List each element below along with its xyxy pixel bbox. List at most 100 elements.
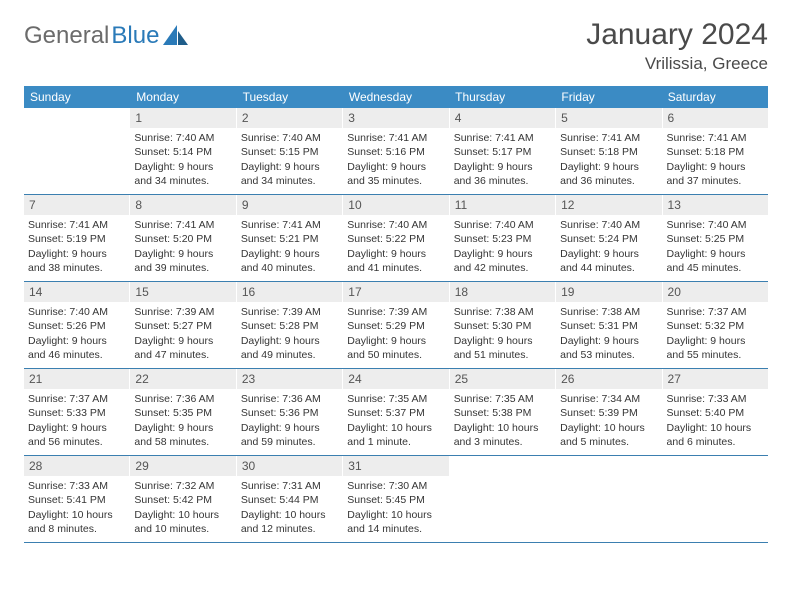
day-number [663, 456, 768, 460]
day-body: Sunrise: 7:40 AMSunset: 5:15 PMDaylight:… [237, 128, 342, 193]
day-body: Sunrise: 7:40 AMSunset: 5:25 PMDaylight:… [663, 215, 768, 280]
day-body: Sunrise: 7:40 AMSunset: 5:24 PMDaylight:… [556, 215, 661, 280]
sunset-text: Sunset: 5:33 PM [28, 406, 125, 420]
sunrise-text: Sunrise: 7:41 AM [134, 218, 231, 232]
day-number: 15 [130, 282, 235, 302]
day-cell: 16Sunrise: 7:39 AMSunset: 5:28 PMDayligh… [237, 282, 343, 368]
day-body: Sunrise: 7:40 AMSunset: 5:14 PMDaylight:… [130, 128, 235, 193]
daylight-text: Daylight: 9 hours and 46 minutes. [28, 334, 125, 362]
day-body: Sunrise: 7:41 AMSunset: 5:17 PMDaylight:… [450, 128, 555, 193]
day-number: 31 [343, 456, 448, 476]
daylight-text: Daylight: 9 hours and 37 minutes. [667, 160, 764, 188]
sunrise-text: Sunrise: 7:41 AM [560, 131, 657, 145]
day-body: Sunrise: 7:39 AMSunset: 5:29 PMDaylight:… [343, 302, 448, 367]
sunset-text: Sunset: 5:17 PM [454, 145, 551, 159]
day-number: 29 [130, 456, 235, 476]
daylight-text: Daylight: 10 hours and 12 minutes. [241, 508, 338, 536]
sunrise-text: Sunrise: 7:33 AM [667, 392, 764, 406]
day-body: Sunrise: 7:41 AMSunset: 5:16 PMDaylight:… [343, 128, 448, 193]
sunrise-text: Sunrise: 7:40 AM [454, 218, 551, 232]
daylight-text: Daylight: 10 hours and 10 minutes. [134, 508, 231, 536]
day-number: 17 [343, 282, 448, 302]
sunrise-text: Sunrise: 7:41 AM [241, 218, 338, 232]
sunrise-text: Sunrise: 7:37 AM [667, 305, 764, 319]
day-cell: 3Sunrise: 7:41 AMSunset: 5:16 PMDaylight… [343, 108, 449, 194]
day-number: 3 [343, 108, 448, 128]
day-body: Sunrise: 7:39 AMSunset: 5:28 PMDaylight:… [237, 302, 342, 367]
day-body: Sunrise: 7:40 AMSunset: 5:22 PMDaylight:… [343, 215, 448, 280]
day-number: 6 [663, 108, 768, 128]
day-cell: 13Sunrise: 7:40 AMSunset: 5:25 PMDayligh… [663, 195, 768, 281]
day-body: Sunrise: 7:35 AMSunset: 5:37 PMDaylight:… [343, 389, 448, 454]
day-body: Sunrise: 7:33 AMSunset: 5:41 PMDaylight:… [24, 476, 129, 541]
sunrise-text: Sunrise: 7:33 AM [28, 479, 125, 493]
day-cell: 4Sunrise: 7:41 AMSunset: 5:17 PMDaylight… [450, 108, 556, 194]
daylight-text: Daylight: 9 hours and 58 minutes. [134, 421, 231, 449]
daylight-text: Daylight: 9 hours and 42 minutes. [454, 247, 551, 275]
sunset-text: Sunset: 5:27 PM [134, 319, 231, 333]
day-number: 22 [130, 369, 235, 389]
day-number: 14 [24, 282, 129, 302]
sunrise-text: Sunrise: 7:31 AM [241, 479, 338, 493]
weekday-header: Friday [555, 86, 661, 108]
day-cell: 14Sunrise: 7:40 AMSunset: 5:26 PMDayligh… [24, 282, 130, 368]
sunset-text: Sunset: 5:19 PM [28, 232, 125, 246]
sunset-text: Sunset: 5:41 PM [28, 493, 125, 507]
daylight-text: Daylight: 9 hours and 38 minutes. [28, 247, 125, 275]
weekday-header: Monday [130, 86, 236, 108]
sunrise-text: Sunrise: 7:41 AM [28, 218, 125, 232]
daylight-text: Daylight: 9 hours and 40 minutes. [241, 247, 338, 275]
sunrise-text: Sunrise: 7:39 AM [347, 305, 444, 319]
calendar-grid: Sunday Monday Tuesday Wednesday Thursday… [24, 86, 768, 543]
day-number: 1 [130, 108, 235, 128]
day-number: 18 [450, 282, 555, 302]
weekday-header: Saturday [662, 86, 768, 108]
sunrise-text: Sunrise: 7:39 AM [241, 305, 338, 319]
week-row: 14Sunrise: 7:40 AMSunset: 5:26 PMDayligh… [24, 282, 768, 369]
location-label: Vrilissia, Greece [586, 54, 768, 74]
day-body: Sunrise: 7:33 AMSunset: 5:40 PMDaylight:… [663, 389, 768, 454]
daylight-text: Daylight: 10 hours and 6 minutes. [667, 421, 764, 449]
day-cell: 15Sunrise: 7:39 AMSunset: 5:27 PMDayligh… [130, 282, 236, 368]
sunset-text: Sunset: 5:35 PM [134, 406, 231, 420]
sunset-text: Sunset: 5:32 PM [667, 319, 764, 333]
day-number: 13 [663, 195, 768, 215]
day-body: Sunrise: 7:32 AMSunset: 5:42 PMDaylight:… [130, 476, 235, 541]
daylight-text: Daylight: 9 hours and 50 minutes. [347, 334, 444, 362]
logo-text-part1: General [24, 22, 109, 50]
sunrise-text: Sunrise: 7:41 AM [454, 131, 551, 145]
day-cell [24, 108, 130, 194]
sunrise-text: Sunrise: 7:40 AM [347, 218, 444, 232]
day-cell: 1Sunrise: 7:40 AMSunset: 5:14 PMDaylight… [130, 108, 236, 194]
day-cell: 5Sunrise: 7:41 AMSunset: 5:18 PMDaylight… [556, 108, 662, 194]
day-body: Sunrise: 7:36 AMSunset: 5:36 PMDaylight:… [237, 389, 342, 454]
daylight-text: Daylight: 9 hours and 34 minutes. [134, 160, 231, 188]
day-cell: 17Sunrise: 7:39 AMSunset: 5:29 PMDayligh… [343, 282, 449, 368]
sunset-text: Sunset: 5:18 PM [667, 145, 764, 159]
sunrise-text: Sunrise: 7:40 AM [241, 131, 338, 145]
page-header: GeneralBlue January 2024 Vrilissia, Gree… [24, 18, 768, 74]
sunrise-text: Sunrise: 7:40 AM [28, 305, 125, 319]
sunset-text: Sunset: 5:28 PM [241, 319, 338, 333]
sunset-text: Sunset: 5:23 PM [454, 232, 551, 246]
day-body: Sunrise: 7:41 AMSunset: 5:18 PMDaylight:… [663, 128, 768, 193]
title-block: January 2024 Vrilissia, Greece [586, 18, 768, 74]
sunset-text: Sunset: 5:39 PM [560, 406, 657, 420]
day-number: 26 [556, 369, 661, 389]
day-number: 19 [556, 282, 661, 302]
weekday-header-row: Sunday Monday Tuesday Wednesday Thursday… [24, 86, 768, 108]
day-number: 16 [237, 282, 342, 302]
sunset-text: Sunset: 5:24 PM [560, 232, 657, 246]
sunset-text: Sunset: 5:16 PM [347, 145, 444, 159]
daylight-text: Daylight: 10 hours and 5 minutes. [560, 421, 657, 449]
day-number: 21 [24, 369, 129, 389]
day-cell: 26Sunrise: 7:34 AMSunset: 5:39 PMDayligh… [556, 369, 662, 455]
daylight-text: Daylight: 9 hours and 36 minutes. [454, 160, 551, 188]
daylight-text: Daylight: 10 hours and 1 minute. [347, 421, 444, 449]
daylight-text: Daylight: 10 hours and 8 minutes. [28, 508, 125, 536]
day-cell: 21Sunrise: 7:37 AMSunset: 5:33 PMDayligh… [24, 369, 130, 455]
daylight-text: Daylight: 9 hours and 55 minutes. [667, 334, 764, 362]
day-body: Sunrise: 7:40 AMSunset: 5:23 PMDaylight:… [450, 215, 555, 280]
day-cell: 19Sunrise: 7:38 AMSunset: 5:31 PMDayligh… [556, 282, 662, 368]
sunrise-text: Sunrise: 7:40 AM [667, 218, 764, 232]
